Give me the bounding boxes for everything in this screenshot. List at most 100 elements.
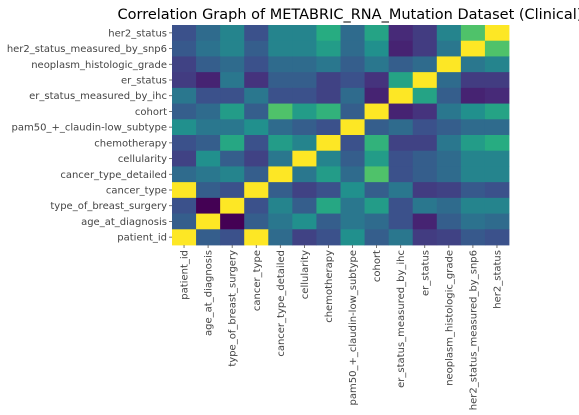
heatmap-cell xyxy=(172,229,197,246)
heatmap-cell xyxy=(436,103,462,120)
heatmap-cell xyxy=(196,119,221,136)
heatmap-cell xyxy=(364,119,390,136)
heatmap-cell xyxy=(460,197,486,214)
heatmap-cell xyxy=(316,119,341,136)
heatmap-cell xyxy=(268,119,293,136)
heatmap-cell xyxy=(364,229,390,246)
heatmap-cell xyxy=(172,87,197,104)
heatmap-cell xyxy=(460,213,486,230)
heatmap-cell xyxy=(460,87,486,104)
heatmap-cell xyxy=(196,135,221,152)
heatmap-cell xyxy=(388,213,414,230)
x-tick-label: chemotherapy xyxy=(324,250,335,323)
heatmap-cell xyxy=(268,56,293,73)
heatmap-cell xyxy=(196,197,221,214)
x-tick-label: cancer_type_detailed xyxy=(276,250,287,357)
heatmap-cell xyxy=(364,25,390,42)
heatmap-cell xyxy=(436,25,462,42)
heatmap-cell xyxy=(340,182,365,199)
heatmap-cell xyxy=(460,182,486,199)
heatmap-cell xyxy=(388,150,414,167)
heatmap-cell xyxy=(484,229,510,246)
heatmap-cell xyxy=(364,56,390,73)
heatmap-cell xyxy=(244,135,269,152)
heatmap-cell xyxy=(196,56,221,73)
heatmap-cell xyxy=(316,150,341,167)
heatmap-cell xyxy=(172,150,197,167)
heatmap-cell xyxy=(196,229,221,246)
heatmap-cell xyxy=(364,87,390,104)
heatmap-cell xyxy=(436,150,462,167)
heatmap-cell xyxy=(172,135,197,152)
heatmap-cell xyxy=(220,182,245,199)
heatmap-cell xyxy=(460,40,486,57)
heatmap-cell xyxy=(364,72,390,89)
y-tick-label: cellularity xyxy=(118,154,167,165)
heatmap-cell xyxy=(244,40,269,57)
heatmap-cell xyxy=(436,40,462,57)
heatmap-cell xyxy=(412,56,438,73)
heatmap-cell xyxy=(316,135,341,152)
heatmap-cell xyxy=(388,40,414,57)
heatmap-cell xyxy=(388,135,414,152)
heatmap-cell xyxy=(316,25,341,42)
heatmap-cell xyxy=(388,87,414,104)
x-tick-label: cohort xyxy=(372,250,383,282)
heatmap-cell xyxy=(340,87,365,104)
heatmap-cell xyxy=(268,182,293,199)
heatmap-cell xyxy=(316,40,341,57)
heatmap-cell xyxy=(292,56,317,73)
heatmap-cell xyxy=(484,213,510,230)
heatmap-cell xyxy=(460,135,486,152)
heatmap-cell xyxy=(172,182,197,199)
heatmap-cell xyxy=(220,72,245,89)
heatmap-cell xyxy=(316,197,341,214)
heatmap-cell xyxy=(412,166,438,183)
heatmap-cell xyxy=(172,166,197,183)
heatmap-cell xyxy=(172,25,197,42)
heatmap-cell xyxy=(340,150,365,167)
heatmap-cell xyxy=(244,25,269,42)
heatmap-cell xyxy=(436,166,462,183)
heatmap-cell xyxy=(196,87,221,104)
heatmap-cell xyxy=(292,103,317,120)
heatmap-cell xyxy=(268,197,293,214)
heatmap-cell xyxy=(292,150,317,167)
heatmap-cell xyxy=(220,166,245,183)
x-tick-label: er_status_measured_by_ihc xyxy=(396,250,407,388)
heatmap-cell xyxy=(172,103,197,120)
y-tick-label: cancer_type xyxy=(106,186,167,197)
heatmap-cell xyxy=(484,72,510,89)
heatmap-cell xyxy=(244,56,269,73)
heatmap-cell xyxy=(484,87,510,104)
heatmap-cell xyxy=(340,213,365,230)
heatmap-cell xyxy=(412,119,438,136)
x-tick-label: her2_status xyxy=(492,250,503,309)
heatmap-cell xyxy=(412,182,438,199)
heatmap-cell xyxy=(412,229,438,246)
heatmap-cell xyxy=(196,150,221,167)
heatmap-cell xyxy=(244,150,269,167)
heatmap-cell xyxy=(340,166,365,183)
heatmap-cell xyxy=(292,166,317,183)
heatmap-cell xyxy=(196,40,221,57)
heatmap-cell xyxy=(388,166,414,183)
heatmap-cell xyxy=(484,150,510,167)
heatmap-cell xyxy=(436,72,462,89)
heatmap-cell xyxy=(244,229,269,246)
heatmap-cell xyxy=(388,25,414,42)
heatmap-cell xyxy=(220,25,245,42)
heatmap-cell xyxy=(460,103,486,120)
heatmap-cell xyxy=(364,135,390,152)
y-tick-label: cancer_type_detailed xyxy=(60,170,167,181)
heatmap-cell xyxy=(172,197,197,214)
heatmap-cell xyxy=(388,56,414,73)
heatmap-cell xyxy=(460,119,486,136)
heatmap-cell xyxy=(244,182,269,199)
heatmap-cell xyxy=(268,166,293,183)
heatmap-cell xyxy=(196,103,221,120)
y-tick-label: er_status xyxy=(121,76,167,87)
heatmap-cell xyxy=(436,135,462,152)
heatmap-cell xyxy=(412,103,438,120)
heatmap-cell xyxy=(292,213,317,230)
